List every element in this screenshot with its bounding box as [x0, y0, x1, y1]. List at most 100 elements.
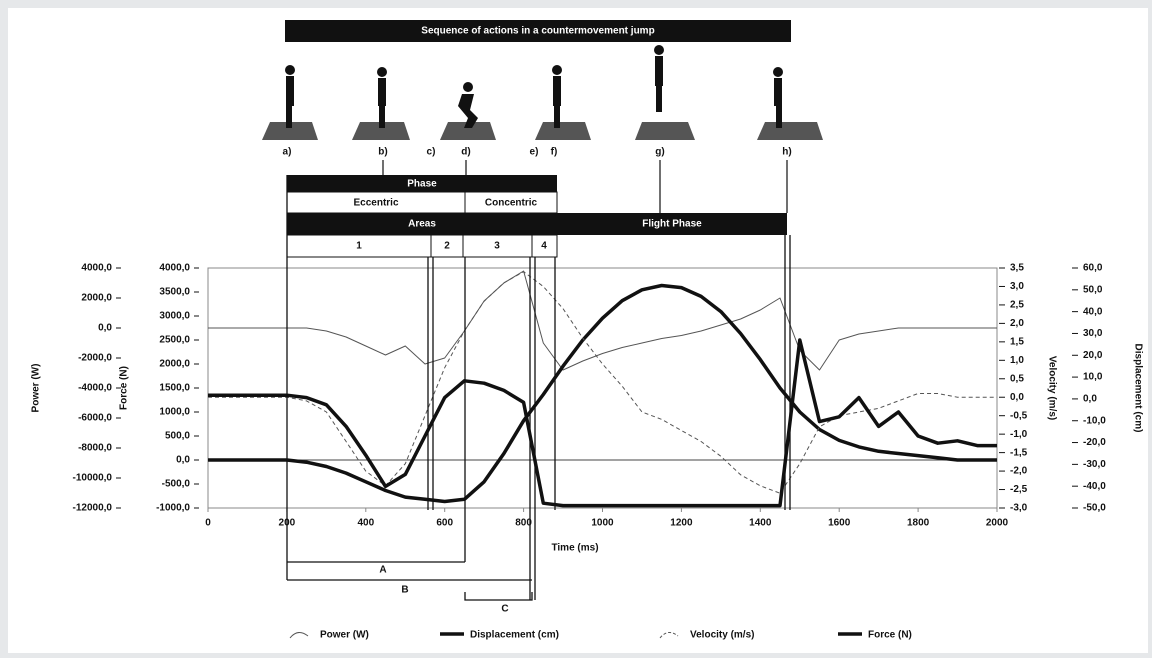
platform — [440, 122, 496, 140]
panel — [8, 8, 1148, 653]
x-tick-label: 1400 — [749, 518, 772, 529]
sequence-title: Sequence of actions in a countermovement… — [421, 26, 654, 37]
y3-tick-label: -0,5 — [1010, 410, 1028, 421]
y3-tick-label: 3,5 — [1010, 263, 1024, 274]
y3-tick-label: 2,0 — [1010, 318, 1024, 329]
y-tick-label: 0,0 — [98, 323, 112, 334]
phase-label: Phase — [407, 179, 437, 190]
event-label: e) — [530, 147, 539, 158]
y4-tick-label: 40,0 — [1083, 306, 1103, 317]
y2-tick-label: 1500,0 — [159, 383, 190, 394]
legend: Power (W) Displacement (cm) Velocity (m/s)… — [289, 630, 912, 641]
area-number: 4 — [541, 241, 547, 252]
y3-tick-label: -1,5 — [1010, 447, 1028, 458]
y4-tick-label: -50,0 — [1083, 503, 1106, 514]
event-label: h) — [782, 147, 791, 158]
areas-label: Areas — [408, 219, 436, 230]
y3-axis-title: Velocity (m/s) — [1046, 356, 1057, 420]
platform — [262, 122, 318, 140]
x-tick-label: 1800 — [907, 518, 930, 529]
y3-tick-label: -1,0 — [1010, 429, 1028, 440]
y2-tick-label: -500,0 — [162, 479, 191, 490]
y4-tick-label: 50,0 — [1083, 284, 1103, 295]
y-tick-label: -2000,0 — [78, 353, 112, 364]
bracket-label: C — [501, 604, 508, 615]
area-number: 2 — [444, 241, 450, 252]
event-label: a) — [283, 147, 292, 158]
y4-tick-label: -20,0 — [1083, 437, 1106, 448]
legend-swatch — [659, 632, 679, 639]
y4-tick-label: 0,0 — [1083, 394, 1097, 405]
y3-tick-label: 3,0 — [1010, 281, 1024, 292]
x-axis-title: Time (ms) — [551, 543, 598, 554]
y2-tick-label: 1000,0 — [159, 407, 190, 418]
y-tick-label: 2000,0 — [81, 293, 112, 304]
y2-axis-title: Force (N) — [119, 366, 130, 410]
y2-tick-label: 0,0 — [176, 455, 190, 466]
event-connectors — [382, 160, 788, 213]
legend-label: Displacement (cm) — [470, 630, 559, 641]
x-tick-label: 400 — [357, 518, 374, 529]
y4-axis-title: Displacement (cm) — [1132, 344, 1143, 433]
areas-row — [286, 234, 558, 258]
area-number: 3 — [494, 241, 500, 252]
x-tick-label: 800 — [515, 518, 532, 529]
y2-tick-label: 4000,0 — [159, 263, 190, 274]
y2-tick-label: 2500,0 — [159, 335, 190, 346]
y3-tick-label: -2,0 — [1010, 466, 1028, 477]
y3-tick-label: -3,0 — [1010, 503, 1028, 514]
y4-tick-label: 60,0 — [1083, 263, 1103, 274]
legend-label: Power (W) — [320, 630, 369, 641]
event-lines — [286, 175, 791, 600]
event-label: d) — [461, 147, 470, 158]
y-tick-label: -10000,0 — [73, 473, 113, 484]
y3-tick-label: 1,5 — [1010, 336, 1024, 347]
title-bar — [285, 20, 791, 42]
y2-tick-label: 3000,0 — [159, 311, 190, 322]
series-line — [208, 283, 997, 504]
y4-tick-label: 20,0 — [1083, 350, 1103, 361]
flight-phase-label: Flight Phase — [642, 219, 702, 230]
series-line — [208, 338, 997, 508]
y3-tick-label: 1,0 — [1010, 355, 1024, 366]
event-label: c) — [427, 147, 436, 158]
y3-tick-label: 2,5 — [1010, 300, 1024, 311]
athlete-figures — [285, 45, 783, 128]
legend-label: Force (N) — [868, 630, 912, 641]
y-tick-label: -8000,0 — [78, 443, 112, 454]
event-label: b) — [378, 147, 387, 158]
sequence-annotations: Sequence of actions in a countermovement… — [262, 20, 823, 258]
bracket-label: B — [401, 585, 408, 596]
x-tick-label: 2000 — [986, 518, 1009, 529]
y4-tick-label: -10,0 — [1083, 415, 1106, 426]
legend-label: Velocity (m/s) — [690, 630, 754, 641]
y-tick-label: -6000,0 — [78, 413, 112, 424]
phase-bar — [287, 175, 557, 192]
x-tick-label: 600 — [436, 518, 453, 529]
event-label: g) — [655, 147, 664, 158]
x-tick-label: 1200 — [670, 518, 693, 529]
y-tick-label: -12000,0 — [73, 503, 113, 514]
y2-tick-label: 3500,0 — [159, 287, 190, 298]
x-tick-label: 0 — [205, 518, 211, 529]
y2-tick-label: 500,0 — [165, 431, 190, 442]
areas-bar — [287, 213, 787, 235]
event-label: f) — [551, 147, 558, 158]
platform — [635, 122, 695, 140]
y-tick-label: -4000,0 — [78, 383, 112, 394]
y-axis-title: Power (W) — [31, 364, 42, 413]
y3-tick-label: 0,5 — [1010, 373, 1024, 384]
eccentric-label: Eccentric — [353, 198, 398, 209]
series-line — [208, 270, 997, 371]
bracket-label: A — [379, 565, 386, 576]
platform — [535, 122, 591, 140]
y4-tick-label: -40,0 — [1083, 481, 1106, 492]
y4-tick-label: 10,0 — [1083, 372, 1103, 383]
area-dividers — [430, 235, 533, 257]
y4-tick-label: -30,0 — [1083, 459, 1106, 470]
y2-tick-label: 2000,0 — [159, 359, 190, 370]
y3-tick-label: -2,5 — [1010, 484, 1028, 495]
platform — [757, 122, 823, 140]
y-tick-label: 4000,0 — [81, 263, 112, 274]
